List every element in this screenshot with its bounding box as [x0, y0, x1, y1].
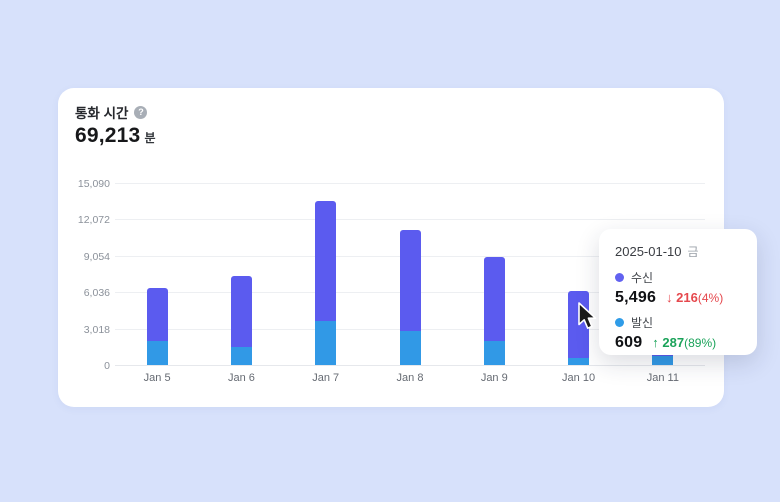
tooltip-delta-percent: (4%) — [697, 291, 724, 305]
tooltip-delta: 216 — [676, 290, 698, 305]
bar-jan-8[interactable] — [399, 183, 421, 365]
arrow-down-icon: ↓ — [666, 290, 677, 305]
gridline — [115, 365, 705, 366]
arrow-up-icon: ↑ — [652, 335, 663, 350]
bar-jan-10[interactable] — [568, 183, 590, 365]
tooltip-delta-percent: (89%) — [684, 336, 717, 350]
tooltip-day: 금 — [687, 245, 699, 259]
tooltip-series-row: 발신 — [615, 314, 741, 331]
bar-segment-outgoing[interactable] — [230, 346, 252, 365]
bar-segment-outgoing[interactable] — [652, 355, 674, 365]
bar-segment-incoming[interactable] — [315, 200, 337, 321]
x-axis-tick-label: Jan 7 — [312, 372, 340, 384]
tooltip-value-row: 5,496 ↓ 216(4%) — [615, 289, 741, 307]
bar-jan-9[interactable] — [483, 183, 505, 365]
help-icon[interactable]: ? — [134, 105, 148, 119]
bar-segment-incoming[interactable] — [399, 230, 421, 331]
x-axis-tick-label: Jan 5 — [143, 372, 171, 384]
tooltip-series-label: 발신 — [631, 316, 654, 330]
bar-segment-incoming[interactable] — [483, 257, 505, 341]
y-axis-tick-label: 6,036 — [83, 287, 110, 300]
bar-jan-5[interactable] — [146, 183, 168, 365]
bar-segment-outgoing[interactable] — [483, 340, 505, 365]
y-axis-tick-label: 9,054 — [83, 250, 110, 263]
chart-tooltip: 2025-01-10 금 수신 5,496 ↓ 216(4%) 발신 609 ↑ 287(… — [599, 229, 757, 355]
tooltip-series-row: 수신 — [615, 269, 741, 286]
card-header: 통화 시간 ? — [75, 102, 148, 122]
x-axis-tick-label: Jan 11 — [646, 372, 679, 384]
x-axis-tick-label: Jan 10 — [562, 372, 596, 384]
bar-segment-incoming[interactable] — [146, 288, 168, 341]
tooltip-value: 609 — [615, 334, 643, 351]
series-dot-icon — [615, 273, 624, 282]
tooltip-date: 2025-01-10 — [615, 244, 682, 259]
stat-unit: 분 — [144, 131, 156, 145]
bar-segment-incoming[interactable] — [568, 291, 590, 358]
bar-segment-outgoing[interactable] — [146, 340, 168, 365]
bar-jan-7[interactable] — [315, 183, 337, 365]
bar-segment-outgoing[interactable] — [399, 331, 421, 365]
card-title: 통화 시간 — [75, 106, 129, 121]
tooltip-delta: 287 — [662, 335, 685, 350]
bar-jan-6[interactable] — [230, 183, 252, 365]
series-dot-icon — [615, 318, 624, 327]
x-axis-tick-label: Jan 9 — [480, 372, 508, 384]
y-axis-tick-label: 12,072 — [77, 214, 110, 227]
y-axis-tick-label: 0 — [104, 360, 110, 372]
y-axis-tick-label: 15,090 — [77, 178, 110, 190]
x-axis-tick-label: Jan 8 — [396, 372, 424, 384]
tooltip-value: 5,496 — [615, 289, 657, 306]
y-axis-tick-label: 3,018 — [83, 323, 110, 336]
tooltip-date-row: 2025-01-10 금 — [615, 243, 741, 260]
bar-segment-outgoing[interactable] — [315, 320, 337, 365]
bar-segment-incoming[interactable] — [230, 275, 252, 347]
stat-row: 69,213 분 — [75, 124, 155, 148]
tooltip-series-label: 수신 — [631, 271, 654, 285]
bar-segment-outgoing[interactable] — [568, 357, 590, 365]
gridline — [115, 183, 705, 184]
tooltip-value-row: 609 ↑ 287(89%) — [615, 334, 741, 352]
x-axis-tick-label: Jan 6 — [227, 372, 255, 384]
stat-value: 69,213 — [75, 124, 141, 147]
gridline — [115, 219, 705, 221]
